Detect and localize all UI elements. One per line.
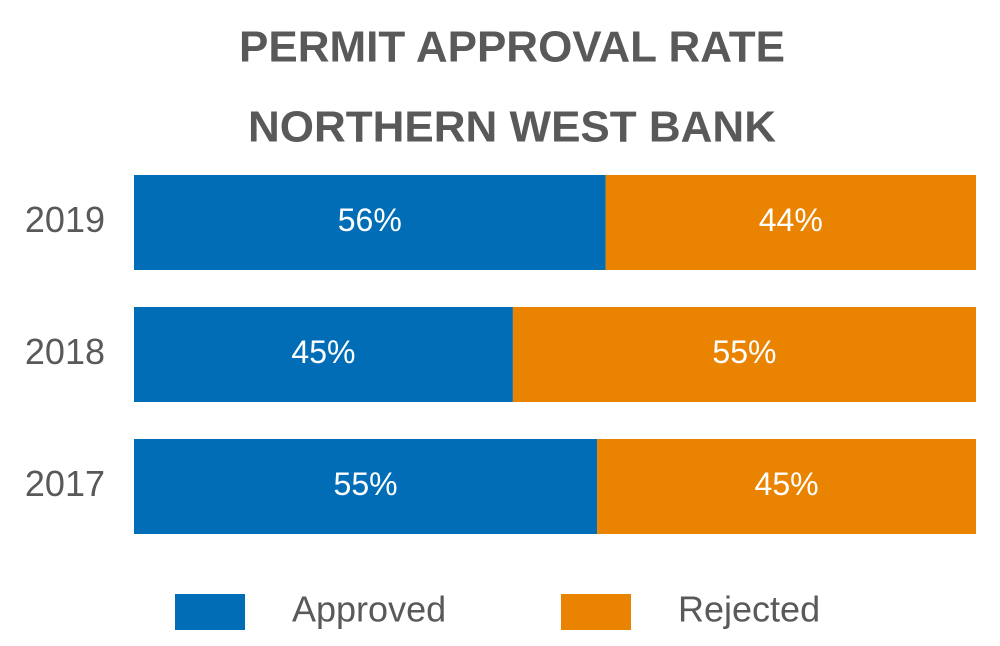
bar-segment [134, 175, 606, 270]
y-tick-label: 2019 [25, 199, 105, 240]
legend-swatch [561, 594, 631, 630]
value-label: 45% [291, 334, 355, 370]
legend-label: Approved [292, 589, 446, 630]
value-label: 56% [338, 202, 402, 238]
value-label: 55% [712, 334, 776, 370]
legend-swatch [175, 594, 245, 630]
legend-label: Rejected [678, 589, 820, 630]
value-label: 55% [334, 466, 398, 502]
chart-title: PERMIT APPROVAL RATE [239, 23, 785, 72]
bar-segment [512, 307, 976, 402]
y-tick-label: 2017 [25, 463, 105, 504]
y-tick-label: 2018 [25, 331, 105, 372]
bar-segment [134, 439, 598, 534]
value-label: 44% [759, 202, 823, 238]
bar-segment [605, 175, 976, 270]
value-label: 45% [755, 466, 819, 502]
bar-segment [597, 439, 976, 534]
chart-subtitle: NORTHERN WEST BANK [248, 103, 776, 152]
bar-segment [134, 307, 513, 402]
